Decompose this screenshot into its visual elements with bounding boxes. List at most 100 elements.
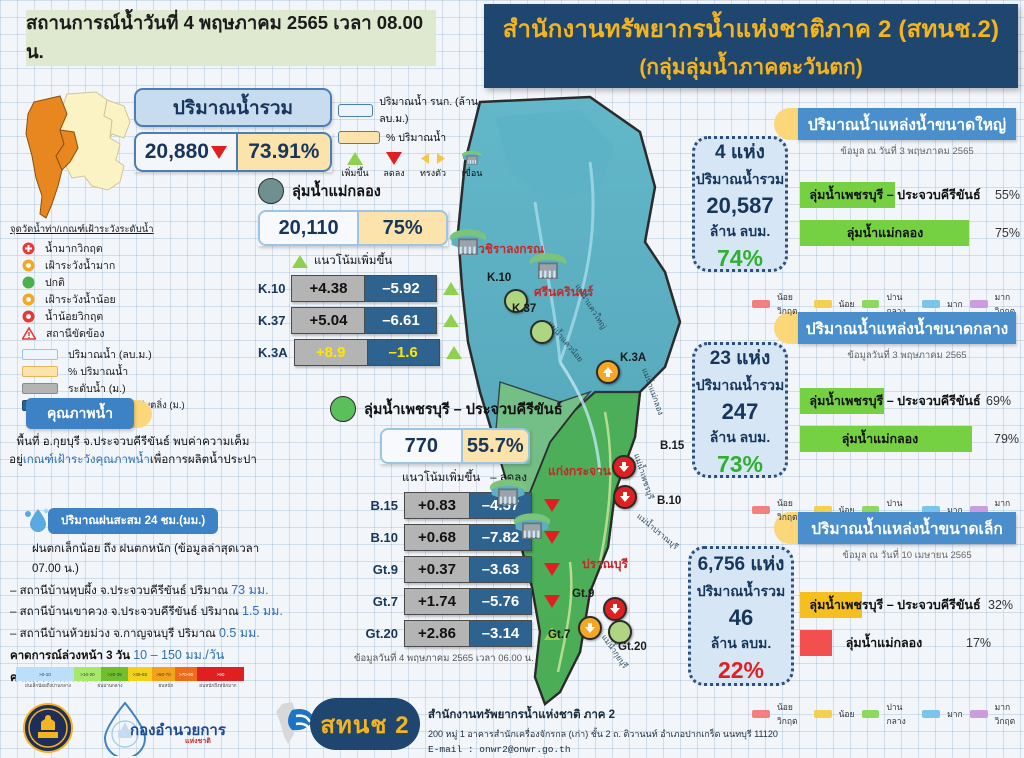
maeklong-volume: 20,110 [258, 210, 360, 246]
panel-medium-reservoirs: ปริมาณน้ำแหล่งน้ำขนาดกลาง ข้อมูลวันที่ 3… [774, 312, 1016, 363]
legend-item-label: น้ำมากวิกฤต [45, 243, 103, 255]
total-water-percent: 73.91% [237, 132, 332, 172]
map-marker-Gt7[interactable] [578, 616, 602, 640]
phetchaburi-note: ข้อมูลวันที่ 4 พฤษภาคม 2565 เวลา 06.00 น… [354, 653, 534, 664]
mini-legend-swatch [752, 506, 770, 514]
bar-fill: ลุ่มน้ำแม่กลอง [800, 426, 972, 452]
legend-label-percent: % ปริมาณน้ำ [386, 132, 447, 144]
mini-legend-label: น้อย [838, 505, 855, 515]
legend-bar-volume: ปริมาณน้ำ (ลบ.ม.) [8, 346, 218, 363]
mini-legend-swatch [969, 710, 988, 718]
legend-icon-dam: เขื่อน [457, 150, 487, 180]
legend-item-watch-high: เฝ้าระวังน้ำมาก [8, 257, 218, 274]
station-code: Gt.7 [372, 594, 398, 609]
phetchaburi-basin-panel: ลุ่มน้ำเพชรบุรี – ประจวบคีรีขันธ์ 770 55… [330, 396, 598, 666]
legend-bar-swatch [22, 366, 58, 377]
bar-fill: ลุ่มน้ำเพชรบุรี – ประจวบคีรีขันธ์ [800, 182, 981, 208]
mini-legend-swatch [922, 506, 941, 514]
mini-legend-swatch [861, 506, 880, 514]
panel-bar-row: ลุ่มน้ำเพชรบุรี – ประจวบคีรีขันธ์ 32% [800, 592, 1020, 618]
bar-percent: 17% [966, 636, 992, 650]
dam-icon [489, 479, 527, 505]
total-water-volume-value: 20,880 [144, 140, 209, 163]
station-code: B.10 [370, 530, 398, 545]
legend-bar-label: ระดับน้ำ (ม.) [68, 383, 126, 395]
mini-legend-label: น้อยวิกฤต [776, 702, 798, 726]
bubble-count: 23 แห่ง [709, 347, 771, 369]
rain-lead: ฝนตกเล็กน้อย ถึง ฝนตกหนัก (ข้อมูลล่าสุดเ… [32, 543, 260, 575]
bar-label: ลุ่มน้ำเพชรบุรี – ประจวบคีรีขันธ์ [809, 394, 981, 408]
bar-percent: 79% [994, 432, 1020, 446]
map-marker-K10[interactable] [504, 289, 528, 313]
legend-icon-down: ลดลง [379, 150, 409, 180]
map-marker-K37[interactable] [530, 320, 554, 344]
bubble-unit: ล้าน ลบม. [710, 634, 772, 651]
panel-bar-row: ลุ่มน้ำเพชรบุรี – ประจวบคีรีขันธ์ 69% [800, 388, 1020, 414]
mini-legend-swatch [969, 300, 988, 308]
panel-small-mini-legend: น้อยวิกฤต น้อย ปานกลาง มาก มากวิกฤต [752, 700, 1024, 728]
org-title-banner: สำนักงานทรัพยากรน้ำแห่งชาติภาค 2 (สทนช.2… [484, 4, 1018, 88]
legend-swatch-volume [338, 103, 374, 117]
footer-email: E-mail : onwr2@onwr.go.th [428, 744, 571, 755]
up-triangle-icon [443, 282, 460, 295]
panel-medium-date: ข้อมูลวันที่ 3 พฤษภาคม 2565 [847, 350, 967, 361]
arrow-down-icon [610, 604, 620, 614]
mini-legend-label: มาก [947, 709, 963, 719]
bar-label: ลุ่มน้ำแม่กลอง [845, 636, 923, 650]
panel-large-bars: ลุ่มน้ำเพชรบุรี – ประจวบคีรีขันธ์ 55% ลุ… [800, 182, 1020, 258]
bar-label: ลุ่มน้ำเพชรบุรี – ประจวบคีรีขันธ์ [809, 188, 981, 202]
station-code: K.37 [258, 313, 286, 328]
panel-bar-row: ลุ่มน้ำแม่กลอง 17% [800, 630, 1020, 656]
legend-item-label: ปกติ [45, 277, 65, 289]
bar-fill: ลุ่มน้ำเพชรบุรี – ประจวบคีรีขันธ์ [800, 592, 981, 618]
station-level: +0.37 [404, 556, 470, 583]
legend-bar-percent: % ปริมาณน้ำ [8, 363, 218, 380]
rain-scale-caption: ฝนปานกลาง [97, 683, 123, 688]
dam-label-srinagarind: ศรีนครินทร์ [534, 285, 594, 299]
legend-icon-steady-label: ทรงตัว [419, 168, 447, 178]
total-water-caption: ปริมาณน้ำรวม [134, 88, 332, 127]
dam-label-vajiralongkorn: วชิราลงกรณ [478, 242, 545, 256]
legend-bar-level: ระดับน้ำ (ม.) [8, 380, 218, 397]
rain-color-scale: >0-10 >10-20 >20-35 >35-50 >50-70 >70-90… [16, 667, 245, 690]
region-map [456, 95, 682, 707]
map-marker-Gt9[interactable] [603, 597, 627, 621]
footer-org: สำนักงานทรัพยากรน้ำแห่งชาติ ภาค 2 [428, 709, 616, 721]
up-triangle-icon [443, 314, 460, 327]
legend-icon-up: เพิ่มขึ้น [340, 150, 370, 180]
map-label-Gt9: Gt.9 [572, 588, 595, 600]
org-title-line2: (กลุ่มลุ่มน้ำภาคตะวันตก) [639, 55, 863, 79]
bubble-value: 247 [721, 398, 759, 424]
panel-bar-row: ลุ่มน้ำแม่กลอง 75% [800, 220, 1020, 246]
bubble-sub: ปริมาณน้ำรวม [696, 582, 786, 599]
maeklong-trend: แนวโน้มเพิ่มขึ้น [258, 252, 448, 270]
panel-large-bubble: 4 แห่ง ปริมาณน้ำรวม 20,587 ล้าน ลบม. 74% [692, 136, 788, 272]
mini-legend-label: มากวิกฤต [994, 702, 1016, 726]
map-marker-Gt20[interactable] [608, 620, 632, 644]
minus-circle-red-icon [22, 310, 35, 323]
map-marker-B10[interactable] [613, 485, 637, 509]
legend-item-critical-low: น้ำน้อยวิกฤต [8, 308, 218, 325]
bubble-sub: ปริมาณน้ำรวม [695, 170, 785, 187]
basin-dot-icon [258, 178, 284, 204]
station-level: +0.83 [404, 492, 470, 519]
panel-small-bars: ลุ่มน้ำเพชรบุรี – ประจวบคีรีขันธ์ 32% ลุ… [800, 592, 1020, 668]
mini-legend-swatch [922, 710, 941, 718]
map-label-B15: B.15 [660, 440, 685, 452]
bubble-percent: 74% [716, 244, 764, 271]
map-label-K37: K.37 [512, 303, 537, 315]
legend-icon-up-label: เพิ่มขึ้น [341, 168, 369, 178]
water-quality-button[interactable]: คุณภาพน้ำ [26, 398, 134, 429]
panel-medium-title: ปริมาณน้ำแหล่งน้ำขนาดกลาง [774, 312, 1016, 344]
dam-icon [529, 253, 567, 279]
mini-legend-swatch [752, 710, 770, 718]
map-marker-B15[interactable] [612, 455, 636, 479]
legend-bar-swatch [22, 383, 58, 394]
station-bank: –5.76 [470, 588, 532, 615]
up-circle-orange-icon [22, 259, 35, 272]
map-marker-K3A[interactable] [596, 360, 620, 384]
maeklong-percent: 75% [359, 210, 448, 246]
legend-icon-steady: ทรงตัว [418, 150, 448, 180]
bar-percent: 75% [994, 226, 1020, 240]
down-triangle-icon [544, 499, 560, 512]
